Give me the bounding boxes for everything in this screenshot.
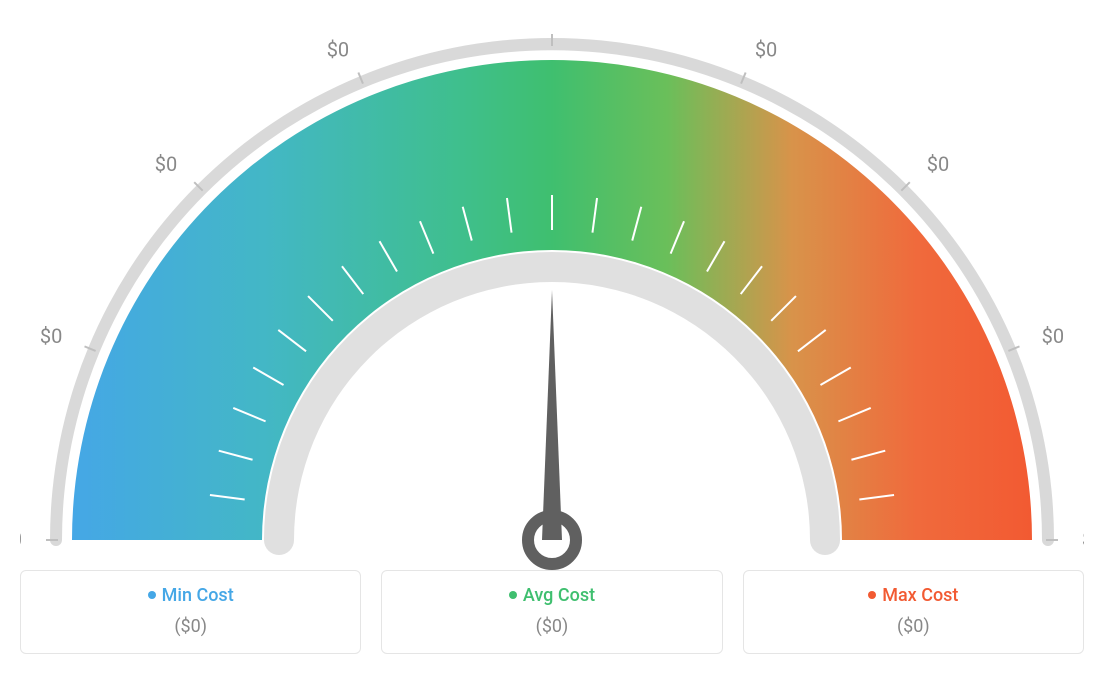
legend-dot-max xyxy=(868,591,876,599)
legend-card-max: Max Cost ($0) xyxy=(743,570,1084,654)
gauge-svg: $0 $0 $0 $0 $0 $0 $0 $0 $0 xyxy=(20,20,1084,580)
legend-dot-min xyxy=(148,591,156,599)
gauge-tick-label: $0 xyxy=(1042,324,1064,348)
legend-title-min: Min Cost xyxy=(21,585,360,606)
gauge-tick-label: $0 xyxy=(927,152,949,176)
gauge-tick-label: $0 xyxy=(327,37,349,61)
legend-label-max: Max Cost xyxy=(882,585,958,606)
legend-value-avg: ($0) xyxy=(382,616,721,637)
gauge-needle xyxy=(542,290,562,540)
gauge-tick-label: $0 xyxy=(755,37,777,61)
legend-label-avg: Avg Cost xyxy=(523,585,595,606)
legend-title-avg: Avg Cost xyxy=(382,585,721,606)
gauge-inner-cap xyxy=(810,525,840,555)
legend-label-min: Min Cost xyxy=(162,585,234,606)
legend-card-avg: Avg Cost ($0) xyxy=(381,570,722,654)
gauge-tick-label: $0 xyxy=(1082,527,1084,551)
legend-value-min: ($0) xyxy=(21,616,360,637)
gauge-chart: $0 $0 $0 $0 $0 $0 $0 $0 $0 xyxy=(20,20,1084,550)
gauge-inner-cap xyxy=(264,525,294,555)
gauge-tick-label: $0 xyxy=(40,324,62,348)
gauge-tick-label: $0 xyxy=(20,527,22,551)
legend-dot-avg xyxy=(509,591,517,599)
legend-card-min: Min Cost ($0) xyxy=(20,570,361,654)
legend-row: Min Cost ($0) Avg Cost ($0) Max Cost ($0… xyxy=(20,570,1084,654)
legend-value-max: ($0) xyxy=(744,616,1083,637)
gauge-tick-label: $0 xyxy=(155,152,177,176)
legend-title-max: Max Cost xyxy=(744,585,1083,606)
gauge-tick-label: $0 xyxy=(541,20,563,21)
